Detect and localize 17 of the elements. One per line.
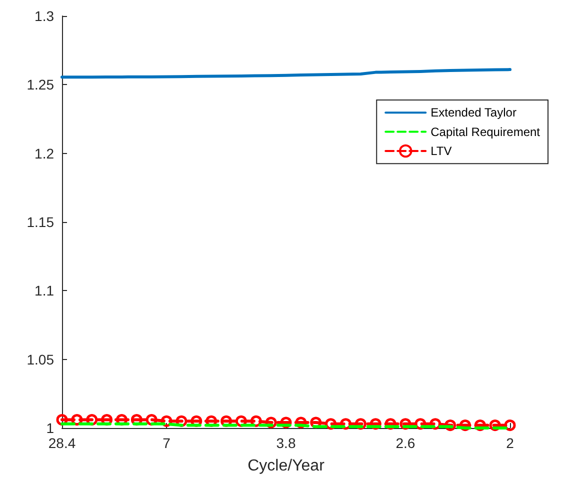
y-tick-label: 1.2 (34, 145, 54, 162)
y-tick-label: 1.1 (34, 282, 54, 299)
x-tick-label: 2 (506, 435, 514, 451)
x-tick-label: 3.8 (276, 435, 296, 451)
x-axis-title: Cycle/Year (248, 458, 326, 474)
y-tick-label: 1.25 (26, 76, 54, 93)
y-tick-label: 1.3 (34, 8, 54, 24)
x-tick-label: 28.4 (48, 435, 76, 451)
x-tick-label: 7 (162, 435, 171, 451)
line-series (60, 68, 512, 79)
y-tick-label: 1 (46, 420, 54, 436)
y-tick-label: 1.15 (26, 214, 54, 230)
legend-label: Extended Taylor (430, 106, 516, 120)
y-tick-label: 1.05 (26, 351, 54, 368)
x-tick-label: 2.6 (396, 435, 416, 451)
legend-label: LTV (430, 144, 452, 158)
legend-label: Capital Requirement (430, 124, 541, 139)
